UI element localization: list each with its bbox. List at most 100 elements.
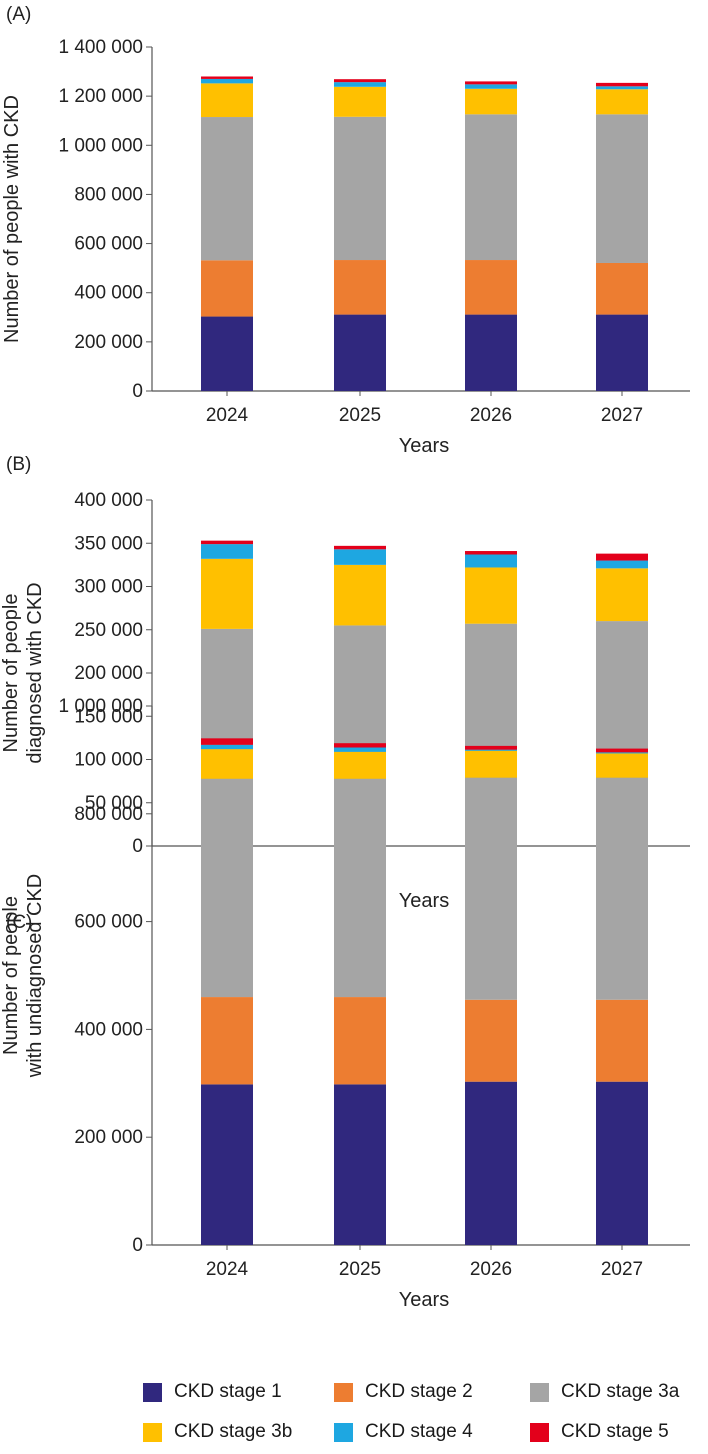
bar-2025-ckd-stage-3b	[334, 564, 386, 626]
bar-2027-ckd-stage-5	[596, 553, 648, 561]
legend-item-stage-1: CKD stage 1	[143, 1380, 282, 1404]
bar-2025-ckd-stage-3a	[334, 778, 386, 998]
y-tick-label: 250 000	[74, 620, 143, 641]
y-axis-title: Number of people diagnosed with CKD	[0, 582, 46, 763]
bar-2026-ckd-stage-3b	[465, 567, 517, 624]
bar-2027-ckd-stage-1	[596, 314, 648, 391]
x-tick-label: 2025	[339, 405, 381, 426]
bar-2024-ckd-stage-4	[201, 78, 253, 84]
y-tick-label: 200 000	[74, 332, 143, 353]
x-tick-label: 2026	[470, 1259, 512, 1280]
bar-2025-ckd-stage-3a	[334, 116, 386, 261]
bar-2027-ckd-stage-3a	[596, 114, 648, 263]
y-tick-label: 600 000	[74, 912, 143, 933]
y-tick-label: 50 000	[85, 793, 143, 814]
bar-2027-ckd-stage-3b	[596, 753, 648, 778]
bar-2024-ckd-stage-1	[201, 1084, 253, 1245]
bar-2026-ckd-stage-4	[465, 749, 517, 751]
bar-2027-ckd-stage-5	[596, 748, 648, 753]
legend-item-stage-4: CKD stage 4	[334, 1420, 473, 1444]
y-tick-label: 200 000	[74, 663, 143, 684]
bar-2026-ckd-stage-2	[465, 260, 517, 315]
y-axis-title-line: Number of people	[0, 594, 22, 753]
bar-2024-ckd-stage-4	[201, 544, 253, 559]
bar-2025-ckd-stage-5	[334, 743, 386, 748]
bar-2025-ckd-stage-5	[334, 545, 386, 550]
bar-2026-ckd-stage-4	[465, 554, 517, 568]
bar-2026-ckd-stage-5	[465, 745, 517, 750]
legend-swatch-stage-2	[334, 1382, 353, 1402]
x-tick-label: 2027	[601, 405, 643, 426]
x-tick-label: 2024	[206, 405, 249, 426]
x-tick-label: 2027	[601, 1259, 643, 1280]
panel-label: (A)	[6, 4, 31, 25]
legend-label-stage-3b: CKD stage 3b	[174, 1421, 293, 1442]
bar-2026-ckd-stage-3a	[465, 114, 517, 261]
y-tick-label: 300 000	[74, 577, 143, 598]
y-axis-title: Number of people with CKD	[1, 95, 23, 343]
bar-2026-ckd-stage-3b	[465, 750, 517, 778]
bar-2025-ckd-stage-3b	[334, 86, 386, 117]
y-tick-label: 350 000	[74, 533, 143, 554]
bar-2025-ckd-stage-4	[334, 747, 386, 752]
y-tick-label: 1 400 000	[58, 37, 143, 58]
legend-label-stage-3a: CKD stage 3a	[561, 1381, 680, 1402]
bar-2027-ckd-stage-1	[596, 1081, 648, 1245]
bar-2024-ckd-stage-5	[201, 540, 253, 545]
y-axis-title-line: Number of people	[0, 896, 22, 1055]
x-tick-label: 2025	[339, 1259, 381, 1280]
bar-2024-ckd-stage-5	[201, 738, 253, 745]
legend-label-stage-5: CKD stage 5	[561, 1421, 669, 1442]
bar-2024-ckd-stage-1	[201, 316, 253, 391]
y-tick-label: 400 000	[74, 490, 143, 511]
y-tick-label: 150 000	[74, 706, 143, 727]
bar-2027-ckd-stage-5	[596, 82, 648, 87]
legend: CKD stage 1 CKD stage 2 CKD stage 3a CKD…	[140, 1380, 708, 1454]
bar-2027-ckd-stage-3b	[596, 89, 648, 115]
y-tick-label: 100 000	[74, 750, 143, 771]
y-tick-label: 1 000 000	[58, 696, 143, 717]
panel-label: (C)	[6, 912, 32, 933]
y-axis-title-line: diagnosed with CKD	[24, 582, 46, 763]
chart-panel-1: (A) 0 200 000 400 000 600 000 800 000 1 000 00…	[1, 4, 690, 457]
bar-2024-ckd-stage-4	[201, 744, 253, 750]
legend-item-stage-5: CKD stage 5	[530, 1420, 669, 1444]
legend-label-stage-2: CKD stage 2	[365, 1381, 473, 1402]
bar-2025-ckd-stage-2	[334, 997, 386, 1085]
bar-2024-ckd-stage-2	[201, 997, 253, 1085]
bar-2027-ckd-stage-4	[596, 86, 648, 90]
legend-swatch-stage-3a	[530, 1382, 549, 1402]
chart-panel-3: (C) 0 200 000 400 000 600 000 800 000 1 000 00…	[0, 696, 690, 1311]
bar-2026-ckd-stage-1	[465, 1081, 517, 1245]
legend-label-stage-4: CKD stage 4	[365, 1421, 473, 1442]
y-tick-label: 200 000	[74, 1127, 143, 1148]
y-tick-label: 800 000	[74, 184, 143, 205]
legend-item-stage-3a: CKD stage 3a	[530, 1380, 679, 1404]
y-tick-label: 0	[132, 1235, 143, 1256]
y-tick-label: 1 000 000	[58, 135, 143, 156]
y-axis-title-line: with undiagnosed CKD	[24, 874, 46, 1078]
x-tick-label: 2024	[206, 1259, 249, 1280]
bar-2024-ckd-stage-2	[201, 260, 253, 317]
bar-2025-ckd-stage-3b	[334, 751, 386, 779]
legend-label-stage-1: CKD stage 1	[174, 1381, 282, 1402]
bar-2026-ckd-stage-3b	[465, 88, 517, 115]
bar-2024-ckd-stage-3b	[201, 83, 253, 118]
x-axis-title: Years	[399, 435, 449, 457]
bar-2027-ckd-stage-2	[596, 999, 648, 1082]
y-tick-label: 1 200 000	[58, 86, 143, 107]
bar-2024-ckd-stage-5	[201, 76, 253, 79]
legend-item-stage-3b: CKD stage 3b	[143, 1420, 292, 1444]
x-tick-label: 2026	[470, 405, 512, 426]
bar-2027-ckd-stage-4	[596, 560, 648, 569]
y-tick-label: 400 000	[74, 1019, 143, 1040]
y-tick-label: 0	[132, 836, 143, 857]
x-axis-title: Years	[399, 1289, 449, 1311]
bar-2026-ckd-stage-5	[465, 81, 517, 85]
bar-2025-ckd-stage-1	[334, 1084, 386, 1245]
bar-2026-ckd-stage-5	[465, 551, 517, 555]
bar-2026-ckd-stage-4	[465, 84, 517, 89]
bar-2027-ckd-stage-3b	[596, 568, 648, 622]
bar-2026-ckd-stage-2	[465, 999, 517, 1082]
